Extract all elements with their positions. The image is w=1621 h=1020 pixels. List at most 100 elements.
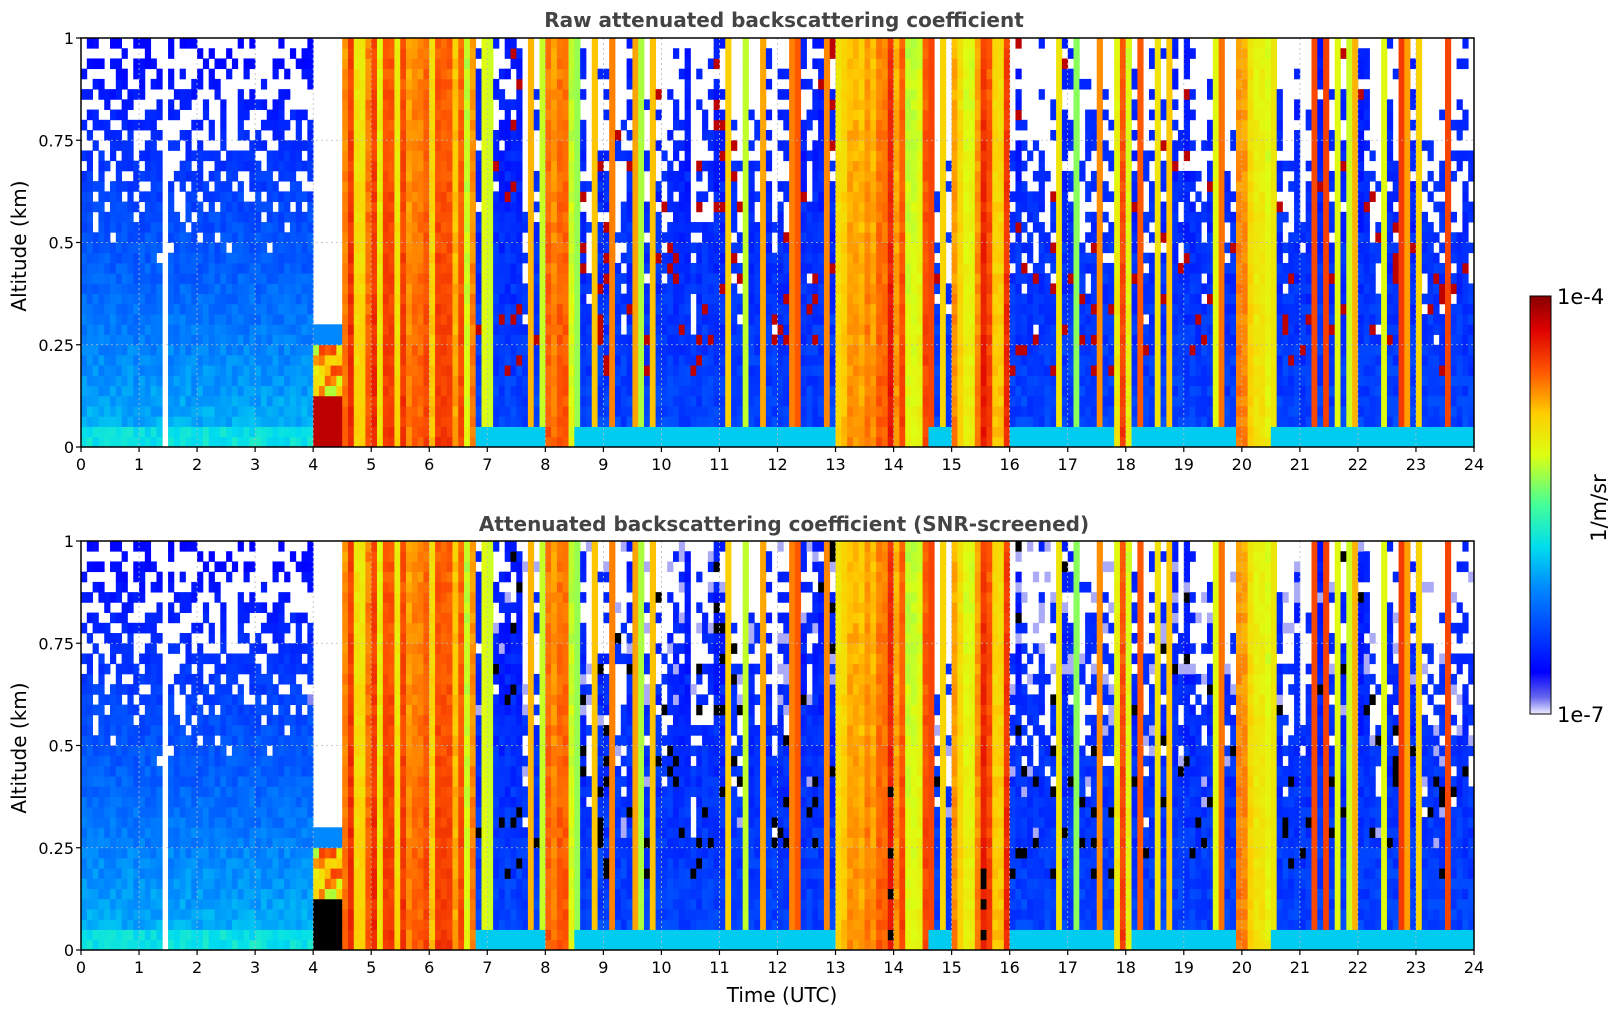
heatmap-cell	[423, 232, 430, 243]
heatmap-cell	[481, 170, 488, 182]
heatmap-cell	[800, 201, 807, 213]
heatmap-cell	[487, 334, 494, 346]
heatmap-cell	[115, 140, 123, 151]
heatmap-cell	[139, 232, 146, 243]
heatmap-cell	[551, 222, 558, 233]
heatmap-cell	[806, 416, 813, 427]
heatmap-cell	[626, 314, 633, 325]
heatmap-cell	[736, 293, 744, 305]
heatmap-cell	[371, 385, 378, 397]
heatmap-cell	[220, 354, 227, 366]
heatmap-cell	[928, 38, 935, 49]
heatmap-cell	[626, 354, 633, 366]
heatmap-cell	[423, 78, 430, 90]
heatmap-cell	[847, 89, 854, 100]
heatmap-cell	[104, 375, 111, 387]
heatmap-cell	[614, 344, 622, 356]
heatmap-cell	[440, 324, 448, 335]
heatmap-cell	[197, 150, 204, 162]
heatmap-cell	[278, 262, 285, 274]
heatmap-cell	[690, 334, 697, 346]
heatmap-cell	[342, 48, 349, 59]
heatmap-cell	[858, 385, 865, 397]
heatmap-cell	[649, 130, 657, 141]
heatmap-cell	[870, 375, 877, 387]
heatmap-cell	[214, 426, 221, 438]
heatmap-cell	[464, 130, 471, 141]
heatmap-cell	[806, 283, 813, 295]
heatmap-cell	[632, 303, 639, 315]
heatmap-cell	[347, 150, 355, 162]
heatmap-cell	[214, 252, 221, 264]
heatmap-cell	[255, 130, 262, 141]
heatmap-cell	[707, 324, 715, 335]
heatmap-cell	[92, 385, 99, 397]
heatmap-cell	[353, 242, 360, 254]
heatmap-cell	[139, 58, 146, 70]
heatmap-cell	[696, 375, 703, 387]
heatmap-cell	[191, 283, 198, 295]
heatmap-cell	[562, 365, 569, 376]
heatmap-cell	[214, 303, 221, 315]
heatmap-cell	[707, 406, 715, 417]
heatmap-cell	[887, 252, 894, 264]
heatmap-cell	[208, 222, 215, 233]
heatmap-cell	[104, 211, 111, 223]
heatmap-cell	[406, 354, 413, 366]
heatmap-cell	[481, 191, 488, 203]
heatmap-cell	[446, 385, 453, 397]
heatmap-cell	[539, 303, 546, 315]
heatmap-cell	[847, 385, 854, 397]
heatmap-cell	[272, 344, 279, 356]
heatmap-cell	[922, 354, 929, 366]
heatmap-cell	[673, 140, 680, 151]
heatmap-cell	[556, 334, 564, 346]
heatmap-cell	[382, 365, 390, 376]
heatmap-cell	[289, 365, 297, 376]
heatmap-cell	[818, 78, 825, 90]
heatmap-cell	[429, 201, 436, 213]
heatmap-cell	[411, 201, 419, 213]
heatmap-cell	[719, 191, 726, 203]
heatmap-cell	[580, 395, 587, 407]
heatmap-cell	[644, 242, 651, 254]
heatmap-cell	[388, 375, 395, 387]
heatmap-cell	[144, 160, 152, 172]
heatmap-cell	[452, 160, 459, 172]
heatmap-cell	[255, 222, 262, 233]
heatmap-cell	[574, 252, 581, 264]
heatmap-cell	[435, 262, 442, 274]
heatmap-cell	[800, 130, 807, 141]
heatmap-cell	[754, 273, 761, 284]
heatmap-cell	[527, 252, 535, 264]
heatmap-cell	[156, 375, 163, 387]
heatmap-cell	[678, 191, 686, 203]
heatmap-cell	[609, 211, 616, 223]
heatmap-cell	[841, 242, 848, 254]
heatmap-cell	[208, 416, 215, 427]
heatmap-cell	[359, 334, 366, 346]
heatmap-cell	[556, 395, 564, 407]
heatmap-cell	[353, 385, 360, 397]
heatmap-cell	[481, 109, 488, 121]
heatmap-cell	[98, 385, 105, 397]
heatmap-cell	[464, 89, 471, 100]
heatmap-cell	[435, 303, 442, 315]
heatmap-cell	[446, 314, 453, 325]
heatmap-cell	[510, 406, 517, 417]
heatmap-cell	[818, 365, 825, 376]
heatmap-cell	[539, 324, 546, 335]
heatmap-cell	[812, 395, 819, 407]
heatmap-cell	[133, 395, 140, 407]
heatmap-cell	[493, 191, 500, 203]
heatmap-cell	[556, 109, 564, 121]
heatmap-cell	[359, 283, 366, 295]
heatmap-cell	[632, 324, 639, 335]
heatmap-cell	[928, 201, 935, 213]
heatmap-cell	[179, 334, 186, 346]
heatmap-cell	[260, 354, 268, 366]
heatmap-cell	[911, 201, 918, 213]
heatmap-cell	[614, 436, 622, 448]
heatmap-cell	[278, 395, 285, 407]
heatmap-cell	[765, 375, 773, 387]
